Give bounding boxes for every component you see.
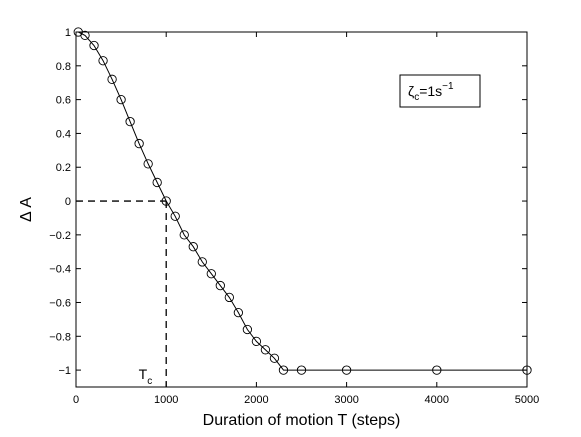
data-point: [278, 365, 289, 375]
tc-annotation-label: Tc: [139, 366, 153, 387]
tc-annotation-letter: T: [139, 366, 148, 382]
data-point: [215, 280, 225, 291]
legend-value: =1s: [419, 83, 442, 99]
tc-annotation-sub: c: [147, 376, 152, 387]
data-point: [242, 324, 253, 335]
y-tick-label: 0.2: [56, 162, 71, 174]
data-point: [143, 159, 153, 169]
y-tick-label: 0.4: [56, 128, 71, 140]
x-tick-label: 1000: [154, 394, 178, 406]
data-point: [107, 74, 117, 84]
data-point: [341, 365, 352, 375]
data-point: [179, 230, 189, 240]
y-tick-label: 1: [65, 27, 71, 39]
series-layer: [73, 27, 532, 375]
y-tick-label: 0.6: [56, 95, 71, 107]
x-tick-label: 4000: [425, 394, 449, 406]
data-point: [251, 336, 262, 347]
guides-layer: [76, 200, 167, 387]
y-tick-label: 0.8: [56, 61, 71, 73]
y-tick-label: −1: [58, 365, 71, 377]
data-point: [188, 242, 198, 252]
legend-box: ζc=1s−1: [399, 74, 481, 108]
data-point: [260, 345, 271, 355]
legend-zeta: ζ: [408, 83, 414, 99]
x-tick-label: 3000: [334, 394, 358, 406]
data-point: [224, 292, 234, 303]
y-tick-label: 0: [65, 196, 71, 208]
data-point: [170, 211, 180, 221]
data-point: [125, 116, 135, 127]
x-tick-label: 2000: [244, 394, 268, 406]
data-point: [206, 269, 216, 279]
x-tick-label: 0: [73, 394, 79, 406]
data-point: [522, 365, 532, 375]
y-tick-label: −0.4: [49, 264, 71, 276]
series-line: [78, 31, 527, 371]
data-point: [432, 365, 442, 375]
y-tick-label: −0.6: [49, 297, 71, 309]
ticks-layer: 0 1000 2000 3000 4000 5000 1 0.8 0.6 0.4 0.2 0 −0.2 −…: [49, 27, 539, 406]
data-point: [116, 94, 126, 105]
x-axis-title: Duration of motion T (steps): [203, 412, 401, 429]
legend-exponent: −1: [442, 81, 454, 92]
y-axis-title: Δ A: [18, 197, 35, 222]
data-point: [197, 257, 207, 267]
data-point: [134, 138, 144, 149]
data-point: [269, 353, 280, 363]
data-point: [80, 30, 90, 41]
data-point: [89, 40, 99, 51]
y-tick-label: −0.8: [49, 331, 71, 343]
legend-zeta-sub: c: [414, 92, 419, 103]
data-point: [233, 307, 244, 318]
x-tick-label: 5000: [515, 394, 539, 406]
data-point: [296, 365, 307, 375]
data-point: [161, 196, 171, 206]
legend-label: ζc=1s−1: [408, 81, 454, 103]
y-tick-label: −0.2: [49, 230, 71, 242]
data-point: [152, 177, 162, 188]
data-point: [98, 56, 108, 66]
legend-frame: [399, 74, 481, 108]
